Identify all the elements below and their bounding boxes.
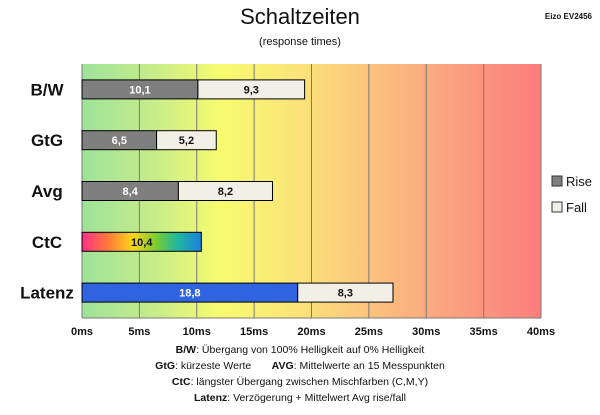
legend-label: Fall <box>566 200 587 215</box>
x-tick-label: 35ms <box>470 326 498 338</box>
x-tick-label: 10ms <box>183 326 211 338</box>
notes: B/W: Übergang von 100% Helligkeit auf 0%… <box>0 342 600 406</box>
x-tick-label: 5ms <box>128 326 150 338</box>
data-label-rise: 10,4 <box>131 237 153 249</box>
x-tick-label: 0ms <box>71 326 93 338</box>
chart-title: Schaltzeiten <box>240 4 360 29</box>
bar-fall <box>177 181 273 201</box>
category-label: GtG <box>31 131 63 150</box>
x-tick-label: 30ms <box>412 326 440 338</box>
data-label-rise: 8,4 <box>123 186 139 198</box>
note-bw: B/W: Übergang von 100% Helligkeit auf 0%… <box>175 344 425 356</box>
data-label-fall: 5,2 <box>179 135 194 147</box>
legend-swatch <box>551 201 563 213</box>
note-latenz: Latenz: Verzögerung + Mittelwert Avg ris… <box>194 392 406 404</box>
category-label: Avg <box>31 182 63 201</box>
data-label-rise: 6,5 <box>112 135 127 147</box>
x-tick-labels: 0ms 5ms 10ms 15ms 20ms 25ms 30ms 35ms 40ms <box>71 326 555 338</box>
data-label-rise: 18,8 <box>179 288 200 300</box>
x-tick-label: 20ms <box>297 326 325 338</box>
note-gtg-avg: GtG: kürzeste Werte AVG: Mittelwerte an … <box>155 360 445 372</box>
note-ctc: CtC: längster Übergang zwischen Mischfar… <box>171 376 429 388</box>
bar-rise <box>81 231 202 252</box>
category-label: CtC <box>32 233 62 252</box>
category-label: Latenz <box>20 284 74 303</box>
data-label-rise: 10,1 <box>129 84 150 96</box>
legend-swatch <box>551 175 563 187</box>
bar-fall <box>197 79 306 100</box>
chart-subtitle: (response times) <box>259 36 341 48</box>
x-tick-label: 40ms <box>527 326 555 338</box>
data-label-fall: 9,3 <box>244 84 259 96</box>
category-labels: B/W GtG Avg CtC Latenz <box>20 80 74 302</box>
bar-fall <box>156 130 217 151</box>
legend: Rise Fall <box>551 174 592 215</box>
category-label: B/W <box>30 80 64 99</box>
data-label-fall: 8,3 <box>338 288 353 300</box>
x-tick-label: 15ms <box>240 326 268 338</box>
bars: 10,1 9,3 6,5 5,2 8,4 8,2 10,4 18,8 8,3 <box>81 79 394 303</box>
x-tick-label: 25ms <box>355 326 383 338</box>
monitor-model: Eizo EV2456 <box>544 12 592 21</box>
data-label-fall: 8,2 <box>218 186 233 198</box>
legend-label: Rise <box>566 174 592 189</box>
bar-fall <box>297 282 394 303</box>
